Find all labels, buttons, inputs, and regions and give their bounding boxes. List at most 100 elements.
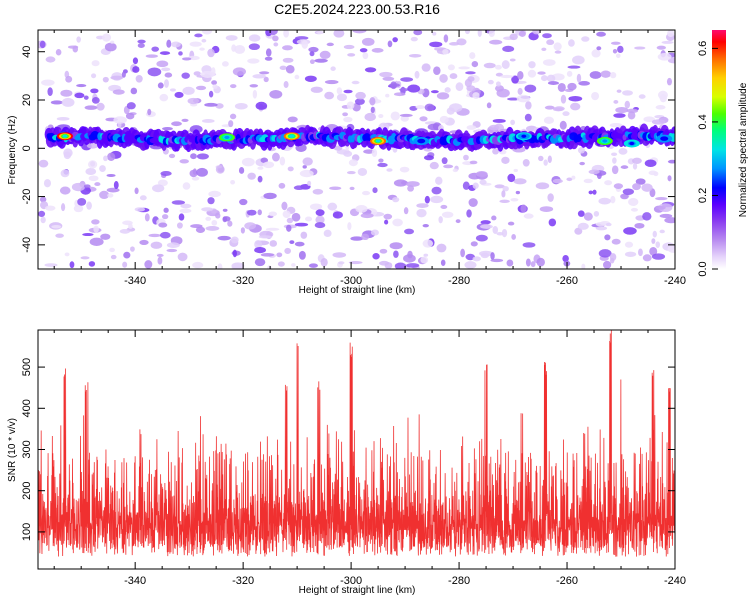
spectrogram-cell: [162, 214, 169, 220]
spectrogram-cell: [393, 179, 408, 187]
spectrogram-cell: [82, 233, 94, 237]
spectrogram-cell: [383, 213, 393, 220]
spectrogram-cell: [500, 74, 514, 79]
spectrogram-cell: [588, 190, 593, 195]
spectrogram-cell: [364, 67, 377, 73]
spectrogram-cell: [617, 45, 624, 54]
spectrogram-cell: [571, 175, 576, 180]
spectrogram-cell: [168, 153, 176, 159]
spectrogram-cell: [581, 263, 586, 269]
spectrogram-cell: [390, 111, 400, 121]
spectrogram-cell: [416, 203, 429, 209]
spectrogram-cell: [364, 112, 376, 122]
spectrogram-cell: [38, 159, 49, 168]
spectrogram-cell: [38, 210, 46, 218]
y-tick-label: 300: [21, 440, 33, 458]
spectrogram-cell: [83, 184, 91, 189]
spectrogram-cell: [438, 216, 443, 224]
spectrogram-cell: [361, 233, 370, 241]
spectrogram-cell: [74, 92, 85, 99]
spectrogram-cell: [217, 235, 231, 241]
spectrogram-cell: [333, 145, 343, 151]
spectrogram-cell: [283, 81, 289, 88]
spectrogram-cell: [336, 93, 348, 102]
spectrogram-cell: [583, 178, 593, 184]
spectrogram-cell: [190, 153, 197, 160]
spectrogram-cell: [616, 89, 622, 93]
spectrogram-cell: [309, 203, 323, 211]
spectrogram-cell: [272, 152, 280, 162]
spectrogram-cell: [591, 91, 600, 101]
spectrogram-cell: [458, 66, 471, 70]
spectrogram-cell: [263, 192, 277, 200]
spectrogram-cell: [452, 168, 459, 173]
spectrogram-cell: [76, 36, 81, 43]
spectrogram-cell: [362, 190, 371, 196]
spectrogram-cell: [159, 51, 171, 55]
spectrogram-cell: [69, 261, 75, 269]
spectrogram-cell: [626, 108, 639, 113]
spectrogram-cell: [254, 258, 266, 267]
spectrogram-cell: [392, 147, 398, 153]
spectrogram-cell: [518, 30, 526, 37]
spectrogram-cell: [55, 233, 64, 238]
spectrogram-cell: [667, 159, 675, 164]
spectrogram-cell: [273, 42, 279, 47]
spectrogram-cell: [501, 156, 510, 164]
spectrogram-cell: [77, 197, 87, 206]
spectrogram-cell: [232, 249, 237, 258]
spectrogram-cell: [613, 183, 624, 189]
spectrogram-cell: [252, 74, 267, 79]
spectrogram-cell: [355, 91, 366, 100]
spectrogram-cell: [207, 48, 215, 58]
spectrogram-panel: -340 -320 -300 -280 -260 -240 -40 -20 0 20 40 Heig…: [7, 29, 686, 296]
spectrogram-cell: [130, 246, 135, 252]
spectrogram-cell: [230, 84, 237, 89]
spectrogram-cell: [195, 85, 207, 91]
spectrogram-cell: [269, 89, 283, 99]
spectrogram-hotspot: [661, 137, 667, 141]
spectrogram-cell: [622, 188, 635, 195]
spectrogram-cell: [309, 51, 315, 57]
spectrogram-cell: [265, 48, 272, 57]
spectrogram-cell: [125, 112, 135, 120]
spectrogram-cell: [181, 118, 189, 123]
spectrogram-cell: [222, 216, 228, 223]
spectrogram-cell: [234, 102, 248, 110]
spectrogram-cell: [309, 59, 315, 65]
spectrogram-cell: [201, 118, 215, 123]
spectrogram-cell: [610, 41, 621, 45]
spectrogram-cell: [195, 226, 206, 233]
spectrogram-cell: [502, 186, 509, 192]
spectrogram-cell: [609, 71, 617, 79]
spectrogram-cell: [542, 33, 552, 39]
colorbar-tick-label: 0.6: [697, 41, 709, 56]
snr-panel: -340 -320 -300 -280 -260 -240100200300400500 …: [7, 329, 686, 596]
spectrogram-cell: [189, 169, 198, 178]
spectrogram-cell: [159, 93, 169, 102]
spectrogram-cell: [620, 193, 629, 200]
spectrogram-cell: [247, 58, 260, 64]
spectrogram-cell: [547, 155, 552, 163]
spectrogram-cell: [604, 180, 613, 186]
spectrogram-cell: [110, 254, 117, 260]
spectrogram-cell: [176, 222, 183, 229]
spectrogram-cell: [631, 157, 642, 164]
spectrogram-cell: [156, 60, 169, 68]
spectrogram-cell: [150, 241, 163, 249]
spectrogram-cell: [372, 253, 380, 260]
spectrogram-cell: [416, 208, 427, 218]
spectrogram-cell: [407, 84, 421, 93]
spectrogram-cell: [162, 127, 173, 131]
spectrogram-cell: [542, 59, 556, 66]
spectrogram-cell: [329, 186, 342, 191]
spectrogram-cell: [102, 76, 109, 83]
spectrogram-cell: [222, 208, 228, 212]
spectrogram-cell: [352, 102, 361, 112]
chart-title: C2E5.2024.223.00.53.R16: [274, 1, 440, 17]
spectrogram-cell: [432, 31, 437, 36]
spectrogram-cell: [156, 253, 164, 257]
spectrogram-cell: [603, 260, 612, 269]
spectrogram-cell: [47, 87, 53, 97]
spectrogram-cell: [39, 196, 47, 203]
